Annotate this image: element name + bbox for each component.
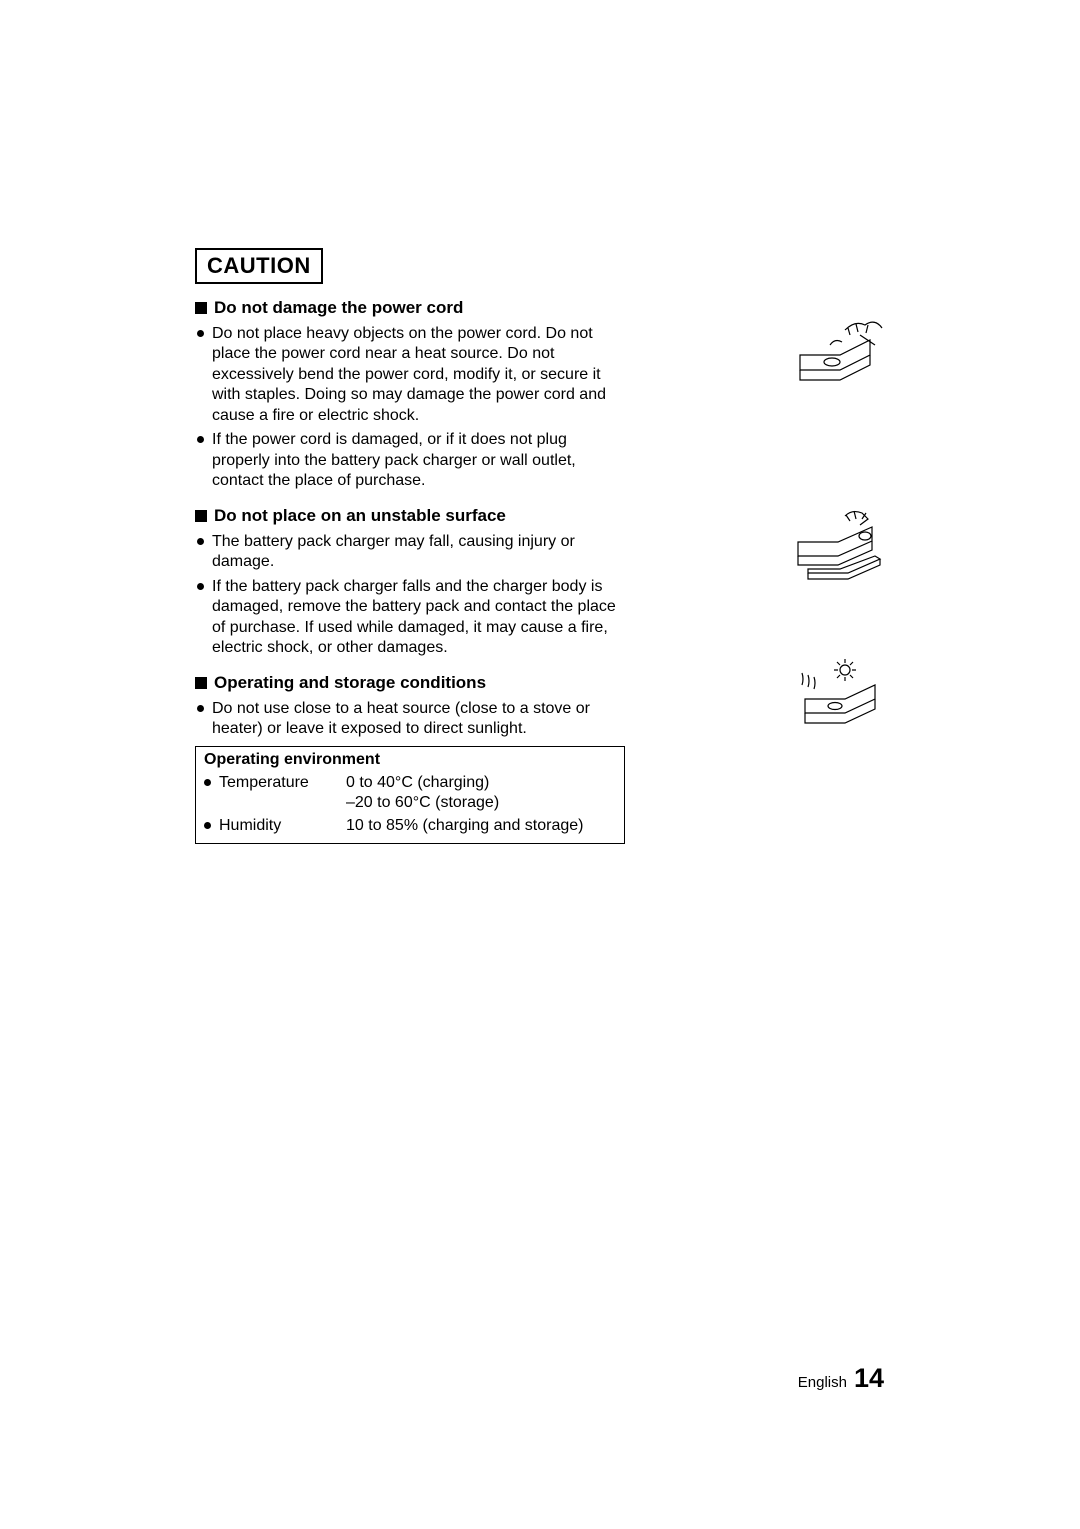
page-number: 14: [854, 1363, 884, 1394]
bullet-text: The battery pack charger may fall, causi…: [212, 532, 618, 573]
round-bullet-icon: [197, 705, 204, 712]
page-footer: English 14: [798, 1363, 884, 1394]
env-label-col: Temperature: [204, 773, 346, 815]
bullet-text: If the battery pack charger falls and th…: [212, 577, 618, 659]
square-bullet-icon: [195, 677, 207, 689]
heading-text: Do not place on an unstable surface: [214, 506, 506, 526]
operating-environment-box: Operating environment Temperature 0 to 4…: [195, 746, 625, 844]
round-bullet-icon: [197, 330, 204, 337]
caution-box: CAUTION: [195, 248, 323, 284]
square-bullet-icon: [195, 510, 207, 522]
env-value-col: 0 to 40°C (charging) –20 to 60°C (storag…: [346, 773, 616, 815]
round-bullet-icon: [197, 436, 204, 443]
heading-text: Do not damage the power cord: [214, 298, 463, 318]
power-cord-damage-icon: [790, 310, 890, 395]
bullet-text: If the power cord is damaged, or if it d…: [212, 430, 618, 491]
list-item: Do not use close to a heat source (close…: [195, 699, 618, 740]
footer-language: English: [798, 1374, 847, 1391]
env-label-col: Humidity: [204, 816, 346, 837]
heat-sunlight-icon: [790, 655, 890, 740]
list-item: Do not place heavy objects on the power …: [195, 324, 618, 426]
env-value: 0 to 40°C (charging): [346, 773, 616, 794]
unstable-surface-icon: [790, 501, 890, 586]
bullet-text: Do not use close to a heat source (close…: [212, 699, 618, 740]
caution-title: CAUTION: [207, 253, 311, 278]
bullet-list: The battery pack charger may fall, causi…: [195, 532, 618, 659]
list-item: The battery pack charger may fall, causi…: [195, 532, 618, 573]
env-label: Humidity: [219, 816, 281, 837]
list-item: If the battery pack charger falls and th…: [195, 577, 618, 659]
env-value-col: 10 to 85% (charging and storage): [346, 816, 616, 837]
list-item: If the power cord is damaged, or if it d…: [195, 430, 618, 491]
square-bullet-icon: [195, 302, 207, 314]
heading-text: Operating and storage conditions: [214, 673, 486, 693]
bullet-list: Do not use close to a heat source (close…: [195, 699, 618, 740]
env-title: Operating environment: [204, 751, 616, 769]
env-value: –20 to 60°C (storage): [346, 793, 616, 814]
bullet-text: Do not place heavy objects on the power …: [212, 324, 618, 426]
round-bullet-icon: [197, 538, 204, 545]
round-bullet-icon: [197, 583, 204, 590]
section-body-operating: Do not use close to a heat source (close…: [195, 699, 618, 844]
section-body-unstable: The battery pack charger may fall, causi…: [195, 532, 618, 659]
round-bullet-icon: [204, 779, 211, 786]
bullet-list: Do not place heavy objects on the power …: [195, 324, 618, 492]
env-label: Temperature: [219, 773, 309, 815]
round-bullet-icon: [204, 822, 211, 829]
env-row-humidity: Humidity 10 to 85% (charging and storage…: [204, 816, 616, 837]
env-value: 10 to 85% (charging and storage): [346, 816, 616, 837]
env-row-temperature: Temperature 0 to 40°C (charging) –20 to …: [204, 773, 616, 815]
section-body-power-cord: Do not place heavy objects on the power …: [195, 324, 618, 492]
